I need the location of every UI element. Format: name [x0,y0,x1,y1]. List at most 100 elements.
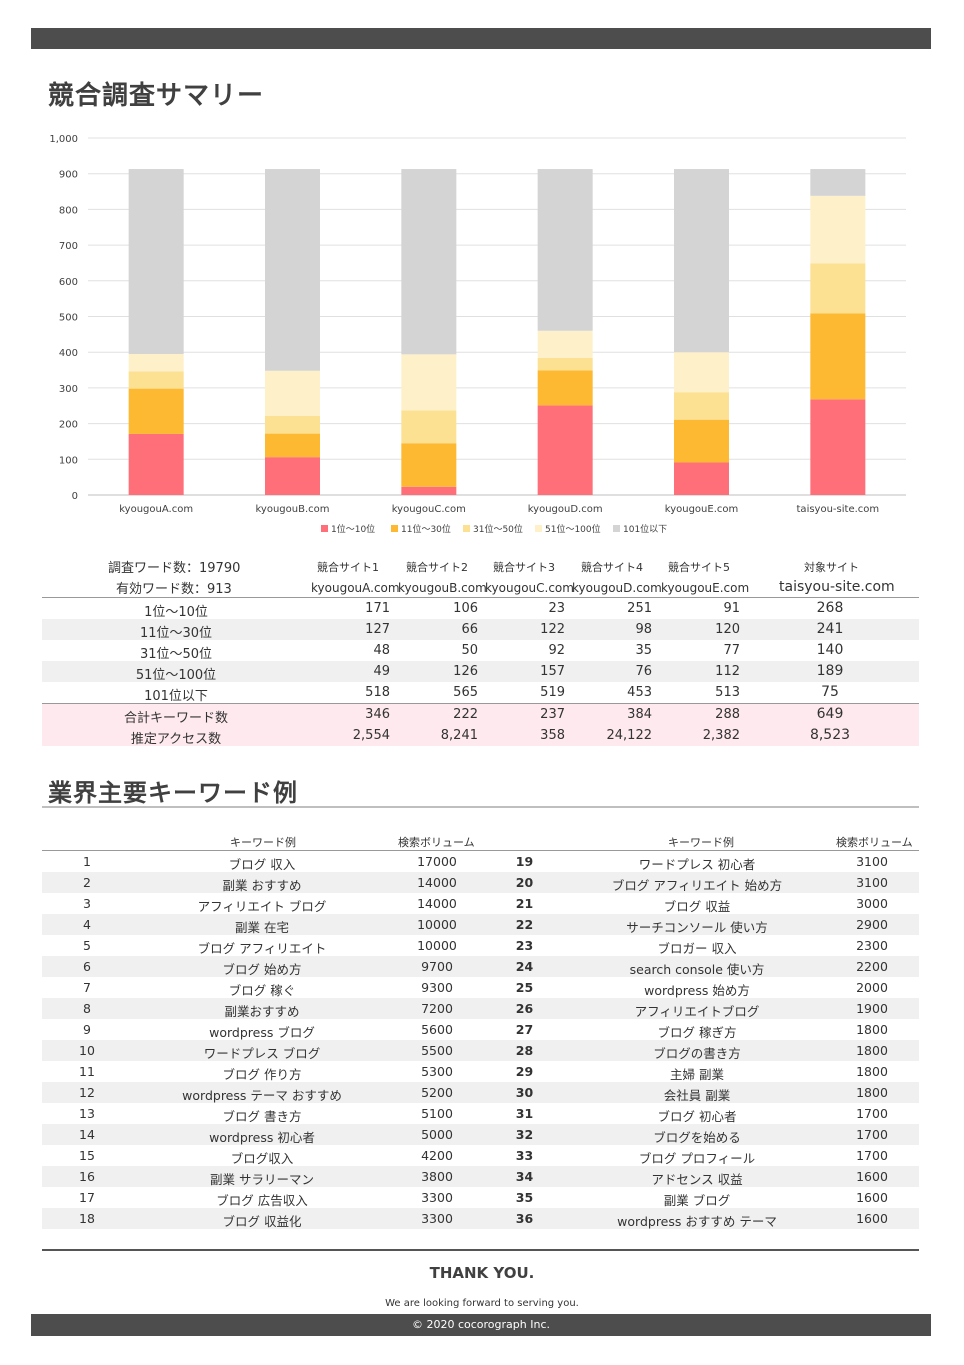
keyword-text: ブログを始める [653,1130,741,1145]
competitor-value: 346 [365,707,390,722]
keyword-rank: 27 [515,1022,534,1037]
legend-label: 31位～50位 [473,523,523,535]
keyword-row: 15 ブログ収入 4200 33 ブログ プロフィール 1700 [42,1145,919,1166]
keyword-text: 副業 ブログ [663,1193,731,1208]
bar-segment [674,352,729,393]
keyword-volume: 1600 [856,1190,888,1205]
competitor-value: 122 [540,622,565,637]
keyword-volume: 1600 [856,1211,888,1226]
keyword-volume: 1700 [856,1148,888,1163]
bar-segment [401,443,457,487]
competitor-value: 50 [461,643,478,658]
bar-segment [265,415,320,434]
keyword-header-right: キーワード例 [668,836,734,849]
keyword-text: ブログ アフィリエイト 始め方 [611,878,783,893]
footer-message: We are looking forward to serving you. [385,1298,579,1309]
bar-segment [537,370,593,406]
competitor-value: 120 [715,622,740,637]
bar-segment [265,370,320,416]
y-tick-label: 800 [59,205,78,216]
x-tick-label: kyougouC.com [392,504,466,515]
keyword-text: アドセンス 収益 [651,1172,743,1187]
keyword-row: 1 ブログ 収入 17000 19 ワードプレス 初心者 3100 [42,851,919,872]
competitor-value: 8,241 [440,728,478,743]
keyword-row: 3 アフィリエイト ブログ 14000 21 ブログ 収益 3000 [42,893,919,914]
keyword-volume: 1700 [856,1106,888,1121]
summary-table: 調査ワード数：19790 有効ワード数：913 競合サイト1 kyougouA.… [42,555,919,747]
keyword-rank: 9 [83,1022,91,1037]
keyword-row: 16 副業 サラリーマン 3800 34 アドセンス 収益 1600 [42,1166,919,1187]
keywords-title-rule [42,806,919,808]
keyword-volume: 2900 [856,917,888,932]
keyword-table-header: キーワード例 検索ボリューム キーワード例 検索ボリューム [42,830,919,851]
keyword-volume: 3800 [421,1169,453,1184]
top-header-bar [31,28,931,49]
keyword-volume: 5500 [421,1043,453,1058]
bar-segment [401,410,457,444]
keyword-rank: 33 [515,1148,534,1163]
competitor-value: 66 [461,622,478,637]
competitor-value: 23 [548,601,565,616]
survey-word-count: 調査ワード数：19790 [108,561,241,576]
legend-label: 51位～100位 [545,523,601,535]
bar-segment [537,405,593,495]
site-domain-5: kyougouE.com [661,581,750,595]
target-value: 140 [816,642,844,658]
competitor-value: 157 [540,664,565,679]
keyword-volume: 5100 [421,1106,453,1121]
competitor-value: 513 [715,685,740,700]
keyword-text: ブログ 広告収入 [216,1193,308,1208]
keyword-volume: 5200 [421,1085,453,1100]
keyword-rank: 7 [83,980,91,995]
summary-row-label: 51位～100位 [135,668,217,683]
summary-row: 1位～10位 171 106 23 251 91 268 [42,598,919,620]
site-domain-4: kyougouD.com [572,581,662,595]
target-site-domain: taisyou-site.com [779,579,895,595]
y-tick-label: 300 [59,384,78,395]
keyword-row: 17 ブログ 広告収入 3300 35 副業 ブログ 1600 [42,1187,919,1208]
bar-segment [401,169,457,355]
bar-segment [810,399,866,495]
keyword-text: アフィリエイト ブログ [197,899,327,914]
summary-row-label: 11位～30位 [139,626,213,641]
target-value: 649 [816,706,844,722]
summary-row: 51位～100位 49 126 157 76 112 189 [42,661,919,683]
keyword-rank: 10 [79,1043,95,1058]
bar-segment [128,388,184,434]
keyword-row: 12 wordpress テーマ おすすめ 5200 30 会社員 副業 1800 [42,1082,919,1103]
competitor-value: 76 [635,664,652,679]
summary-row: 推定アクセス数 2,554 8,241 358 24,122 2,382 8,523 [42,725,919,747]
keyword-volume: 9300 [421,980,453,995]
y-tick-label: 1,000 [49,134,78,145]
competitor-value: 77 [723,643,740,658]
keyword-text: search console 使い方 [629,962,765,977]
site-label-2: 競合サイト2 [406,561,468,574]
legend-swatch [535,525,542,532]
keyword-volume: 1600 [856,1169,888,1184]
keyword-volume: 1900 [856,1001,888,1016]
competitor-stacked-bar-chart: 0 100 200 300 400 500 600 700 800 900 1,000 kyougou… [49,134,906,535]
bar-segment [401,354,457,411]
footer-rule [42,1249,919,1251]
keyword-rank: 11 [79,1064,95,1079]
keyword-text: ワードプレス ブログ [203,1046,321,1061]
competitor-value: 98 [635,622,652,637]
target-value: 268 [816,600,844,616]
keyword-header-left: キーワード例 [230,836,296,849]
summary-row-label: 推定アクセス数 [130,732,222,747]
site-label-1: 競合サイト1 [317,561,379,574]
keyword-text: 副業 おすすめ [222,878,302,893]
keyword-text: ブログ 収益化 [222,1214,302,1229]
competitor-value: 126 [453,664,478,679]
keyword-volume: 1700 [856,1127,888,1142]
y-tick-label: 200 [59,420,78,431]
keyword-volume: 3100 [856,875,888,890]
bar-segment [128,371,184,389]
keyword-rank: 19 [515,854,534,869]
keyword-text: wordpress 初心者 [209,1130,315,1145]
keyword-text: ブログ 収入 [228,857,296,872]
y-tick-label: 700 [59,241,78,252]
summary-row: 11位～30位 127 66 122 98 120 241 [42,619,919,641]
keyword-text: ブログの書き方 [653,1046,741,1061]
competitor-value: 222 [453,707,478,722]
